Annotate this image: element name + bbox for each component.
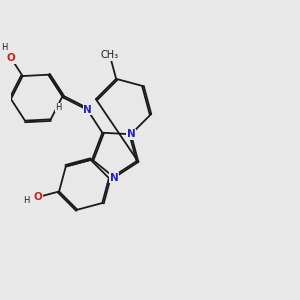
Text: O: O <box>7 53 15 63</box>
Text: CH₃: CH₃ <box>101 50 119 60</box>
Text: N: N <box>127 129 135 139</box>
Text: N: N <box>83 105 92 115</box>
Text: H: H <box>23 196 29 205</box>
Text: H: H <box>55 103 61 112</box>
Text: O: O <box>34 192 43 202</box>
Text: H: H <box>1 43 7 52</box>
Text: N: N <box>110 172 119 182</box>
